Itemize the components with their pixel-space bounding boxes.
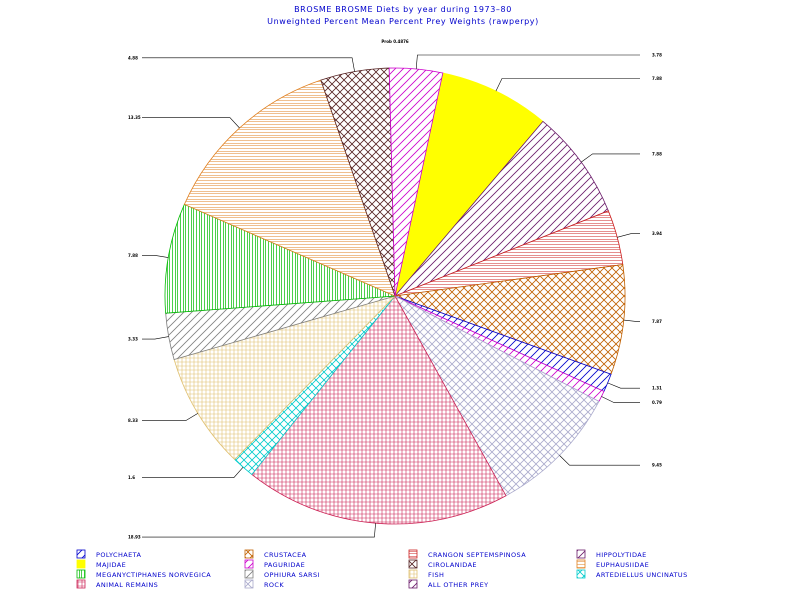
legend: POLYCHAETA CRUSTACEA CRANGON SEPTEMSPINOSA… [76, 549, 688, 589]
legend-swatch [244, 579, 254, 589]
slice-value-label: 7.88 [652, 76, 662, 81]
legend-label: ALL OTHER PREY [428, 581, 489, 589]
slice-value-label: 3.33 [128, 337, 138, 342]
slice-value-label: 13.35 [128, 115, 141, 120]
pie-slice-hippolytidae [394, 120, 609, 297]
leader-line [415, 54, 640, 70]
legend-label: CRANGON SEPTEMSPINOSA [428, 551, 526, 559]
slice-value-label: 0.79 [652, 400, 662, 405]
legend-label: CIROLANIDAE [428, 561, 477, 569]
legend-label: FISH [428, 571, 444, 579]
leader-line [142, 523, 376, 538]
leader-line [142, 117, 240, 129]
legend-swatch [76, 559, 86, 569]
legend-label: PAGURIDAE [264, 561, 305, 569]
pie-slice-all-other-prey [388, 67, 444, 297]
pie-slice-fish [173, 295, 397, 461]
slice-value-label: 3.78 [652, 53, 662, 58]
slice-value-label: 7.87 [652, 319, 662, 324]
leader-line [142, 467, 244, 479]
slice-value-label: 9.45 [652, 463, 662, 468]
leader-line [495, 78, 640, 92]
legend-swatch [244, 549, 254, 559]
slice-value-label: 8.33 [128, 418, 138, 423]
legend-swatch [408, 569, 418, 579]
chart-note: Prob 0.4876 [381, 39, 409, 44]
pie-slice-animal-remains [251, 295, 507, 525]
slice-value-label: 7.88 [128, 253, 138, 258]
leader-lines: 7.88 7.88 3.94 7.87 1.31 0.79 9.45 18.93 1.6 8.33… [128, 53, 662, 540]
legend-swatch [576, 559, 586, 569]
pie-slices [164, 67, 626, 525]
chart-title: BROSME BROSME Diets by year during 1973–… [294, 5, 512, 14]
legend-swatch [244, 569, 254, 579]
slice-value-label: 4.88 [128, 55, 138, 60]
legend-swatch [408, 549, 418, 559]
leader-line [559, 455, 640, 466]
legend-label: MAJIDAE [96, 561, 126, 569]
legend-swatch [76, 549, 86, 559]
pie-slice-crustacea [394, 264, 626, 375]
pie-slice-portunidae [394, 72, 544, 297]
chart-subtitle: Unweighted Percent Mean Percent Prey Wei… [267, 17, 539, 26]
leader-line [142, 336, 169, 340]
legend-label: HIPPOLYTIDAE [596, 551, 647, 559]
legend-swatch [76, 579, 86, 589]
pie-slice-rock [394, 295, 600, 497]
leader-line [601, 396, 640, 403]
slice-value-label: 3.94 [652, 231, 662, 236]
leader-line [623, 319, 640, 322]
legend-label: EUPHAUSIIDAE [596, 561, 649, 569]
legend-swatch [244, 559, 254, 569]
legend-swatch [576, 569, 586, 579]
slice-value-label: 1.6 [128, 475, 135, 480]
legend-label: ARTEDIELLUS UNCINATUS [596, 571, 688, 579]
pie-slice-meganyctiphanes-norvegica [164, 203, 396, 314]
legend-swatch [576, 549, 586, 559]
legend-label: OPHIURA SARSI [264, 571, 320, 579]
legend-label: ROCK [264, 581, 284, 589]
slice-value-label: 7.88 [652, 151, 662, 156]
leader-line [142, 413, 198, 421]
legend-swatch [408, 559, 418, 569]
legend-label: POLYCHAETA [96, 551, 141, 559]
leader-line [142, 255, 169, 258]
leader-line [617, 233, 640, 238]
slice-value-label: 1.31 [652, 386, 662, 391]
legend-label: CRUSTACEA [264, 551, 307, 559]
leader-line [581, 153, 640, 163]
legend-label: MEGANYCTIPHANES NORVEGICA [96, 571, 211, 579]
leader-line [607, 382, 640, 389]
legend-swatch [76, 569, 86, 579]
slice-value-label: 18.93 [128, 535, 141, 540]
leader-line [142, 57, 355, 72]
legend-swatch [408, 579, 418, 589]
legend-label: ANIMAL REMAINS [96, 581, 158, 589]
